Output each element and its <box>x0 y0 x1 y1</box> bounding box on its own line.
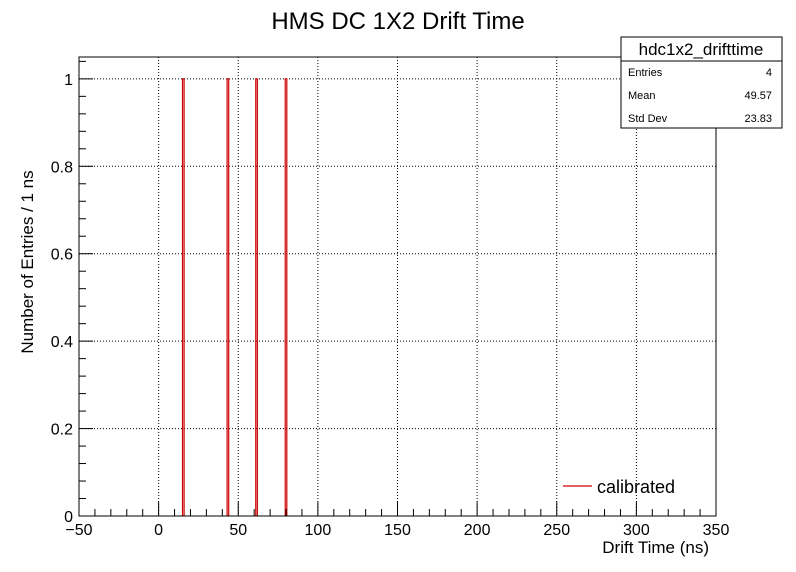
grid-lines <box>79 57 716 516</box>
x-axis-label: Drift Time (ns) <box>602 538 709 557</box>
y-tick-label: 0.2 <box>51 422 73 439</box>
legend: calibrated <box>563 477 675 497</box>
x-tick-label: 100 <box>305 522 332 539</box>
stats-stddev-value: 23.83 <box>744 113 772 125</box>
x-axis-ticks: −50 0 50 100 150 200 250 300 350 <box>65 502 729 539</box>
histogram-bars <box>181 78 288 516</box>
y-axis-label: Number of Entries / 1 ns <box>18 170 37 353</box>
y-tick-label: 1 <box>64 72 73 89</box>
y-tick-label: 0 <box>64 509 73 526</box>
x-tick-label: −50 <box>65 522 92 539</box>
y-tick-label: 0.6 <box>51 247 73 264</box>
stats-entries-value: 4 <box>766 67 772 79</box>
x-tick-label: 50 <box>229 522 247 539</box>
y-tick-label: 0.4 <box>51 334 73 351</box>
y-tick-label: 0.8 <box>51 159 73 176</box>
x-tick-label: 300 <box>623 522 650 539</box>
stats-stddev-label: Std Dev <box>628 113 668 125</box>
stats-mean-label: Mean <box>628 90 656 102</box>
x-tick-label: 200 <box>464 522 491 539</box>
histogram-bar <box>226 78 230 516</box>
legend-label-calibrated: calibrated <box>597 477 675 497</box>
histogram-bar <box>284 78 288 516</box>
stats-box-frame <box>620 36 783 129</box>
x-tick-label: 250 <box>543 522 570 539</box>
stats-mean-value: 49.57 <box>744 90 772 102</box>
histogram-bar <box>181 78 185 516</box>
x-tick-label: 150 <box>384 522 411 539</box>
y-axis-ticks: 0 0.2 0.4 0.6 0.8 1 <box>51 60 93 526</box>
x-tick-label: 350 <box>703 522 730 539</box>
stats-box: hdc1x2_drifttime Entries 4 Mean 49.57 St… <box>620 36 783 129</box>
stats-histogram-name: hdc1x2_drifttime <box>639 40 764 59</box>
x-tick-label: 0 <box>154 522 163 539</box>
chart-title: HMS DC 1X2 Drift Time <box>271 8 524 35</box>
histogram-bar <box>255 78 258 516</box>
stats-entries-label: Entries <box>628 67 663 79</box>
